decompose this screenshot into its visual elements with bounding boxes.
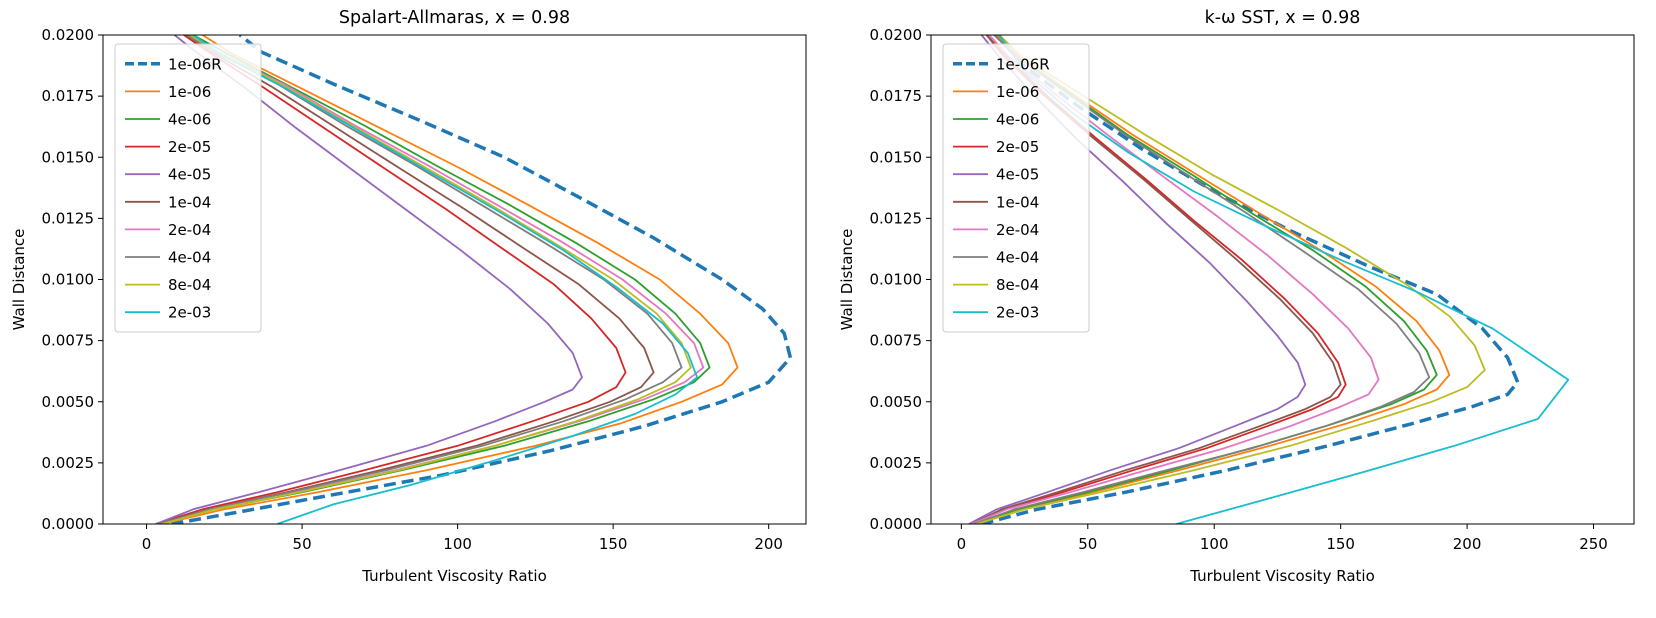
series-line-2e-05 [971,35,1347,524]
x-tick-label: 150 [599,535,628,553]
x-tick-label: 250 [1579,535,1608,553]
y-tick-label: 0.0050 [42,393,95,411]
y-tick-label: 0.0175 [42,87,95,105]
series-line-1e-06 [973,35,1451,524]
y-tick-label: 0.0200 [870,26,923,44]
legend-label: 2e-04 [168,221,211,239]
series-line-4e-04 [973,35,1431,524]
series-line-2e-04 [971,35,1380,524]
legend-label: 2e-03 [996,304,1039,322]
x-tick-label: 200 [1453,535,1482,553]
legend-label: 2e-05 [168,138,211,156]
legend-label: 4e-04 [996,249,1039,267]
x-tick-label: 100 [443,535,472,553]
series-line-2e-03 [998,35,1570,524]
legend-label: 2e-05 [996,138,1039,156]
chart-spalart-allmaras: 0 50 100 150 200 0.0000 0.0025 0.0050 0.0075 0.01… [10,8,807,585]
legend-label: 8e-04 [168,276,211,294]
legend-label: 4e-04 [168,249,211,267]
legend-label: 2e-04 [996,221,1039,239]
x-tick-label: 50 [1078,535,1097,553]
x-tick-label: 50 [293,535,312,553]
y-tick-label: 0.0125 [870,209,923,227]
legend-label: 1e-06 [996,83,1039,101]
y-tick-label: 0.0050 [870,393,923,411]
series-line-4e-04 [158,35,683,524]
series-line-8e-04 [976,35,1486,524]
legend-label: 1e-04 [996,193,1039,211]
plot-series [155,35,793,524]
y-tick-label: 0.0200 [42,26,95,44]
series-line-1e-06 [161,35,739,524]
x-tick-label: 0 [142,535,152,553]
legend-label: 4e-05 [996,166,1039,184]
x-axis-label: Turbulent Viscosity Ratio [361,567,547,585]
series-line-2e-03 [192,35,698,524]
chart-title: k-ω SST, x = 0.98 [1205,8,1361,28]
series-line-8e-04 [161,35,692,524]
plot-series [968,35,1570,524]
y-tick-label: 0.0075 [42,332,95,350]
series-line-1e-04 [158,35,655,524]
x-axis-label: Turbulent Viscosity Ratio [1189,567,1375,585]
legend-label: 1e-06R [168,55,222,73]
y-tick-label: 0.0025 [870,454,923,472]
legend-box [942,43,1090,333]
y-tick-label: 0.0000 [42,515,95,533]
legend-label: 1e-06R [996,55,1050,73]
legend-label: 4e-06 [996,111,1039,129]
y-tick-label: 0.0100 [870,271,923,289]
y-tick-label: 0.0150 [870,148,923,166]
y-axis-label: Wall Distance [10,229,28,331]
legend-label: 1e-06 [168,83,211,101]
legend-label: 8e-04 [996,276,1039,294]
y-tick-label: 0.0150 [42,148,95,166]
x-tick-label: 150 [1326,535,1355,553]
series-line-4e-05 [155,35,583,524]
y-tick-label: 0.0125 [42,209,95,227]
y-tick-label: 0.0175 [870,87,923,105]
legend-box [114,43,262,333]
chart-komega-sst: 0 50 100 150 200 250 0.0000 0.0025 0.0050 0.0075 0… [838,8,1635,585]
series-line-1e-04 [971,35,1342,524]
y-tick-label: 0.0075 [870,332,923,350]
legend-label: 1e-04 [168,193,211,211]
series-line-2e-05 [155,35,627,524]
legend-label: 4e-05 [168,166,211,184]
y-axis-label: Wall Distance [838,229,856,331]
series-line-1e-06R [981,35,1520,524]
legend-label: 2e-03 [168,304,211,322]
legend-label: 4e-06 [168,111,211,129]
x-tick-label: 200 [754,535,783,553]
chart-title: Spalart-Allmaras, x = 0.98 [339,8,570,28]
x-tick-label: 0 [957,535,967,553]
series-line-4e-06 [973,35,1438,524]
x-tick-label: 100 [1200,535,1229,553]
y-tick-label: 0.0025 [42,454,95,472]
y-tick-label: 0.0100 [42,271,95,289]
y-tick-label: 0.0000 [870,515,923,533]
